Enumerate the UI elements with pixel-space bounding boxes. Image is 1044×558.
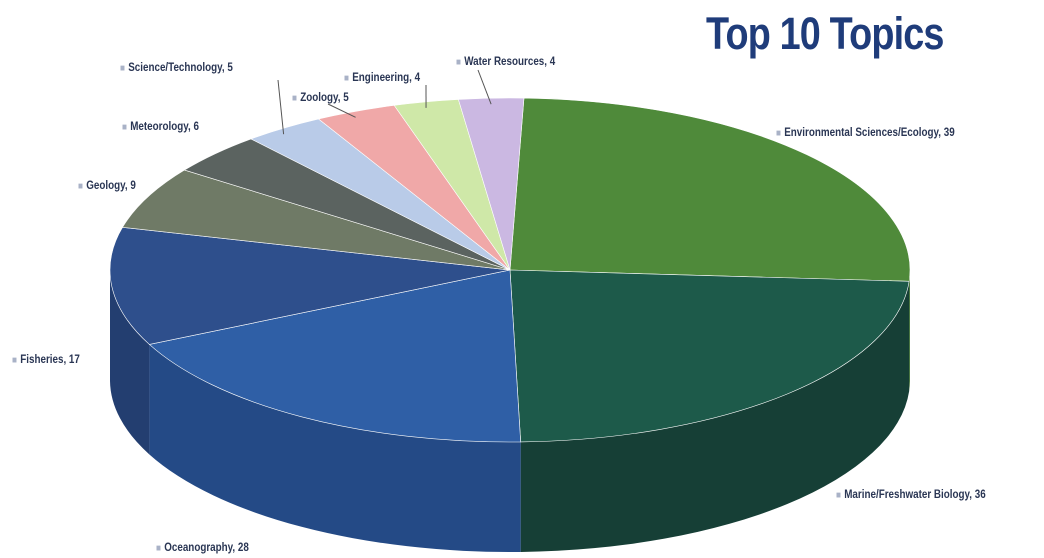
label-bullet: ■: [78, 181, 83, 192]
chart-title: Top 10 Topics: [706, 8, 944, 59]
slice-label-oceanography: ■ Oceanography, 28: [156, 540, 249, 554]
slice-label-engineering: ■ Engineering, 4: [344, 70, 420, 84]
pie-slice-oceanography: [148, 269, 521, 443]
slice-label-text: Zoology, 5: [300, 90, 349, 104]
label-bullet: ■: [292, 93, 297, 104]
slice-label-geology: ■ Geology, 9: [78, 178, 136, 192]
slice-label-meteorology: ■ Meteorology, 6: [122, 119, 199, 133]
slice-label-text: Meteorology, 6: [130, 119, 199, 133]
leader-line-water-resources: [477, 69, 492, 105]
pie-sides: [110, 270, 910, 552]
slice-label-environmental-sciences-ecology: ■ Environmental Sciences/Ecology, 39: [776, 125, 955, 139]
slice-label-marine-freshwater-biology: ■ Marine/Freshwater Biology, 36: [836, 487, 986, 501]
label-bullet: ■: [456, 57, 461, 68]
leader-line-science-technology: [277, 79, 285, 135]
label-bullet: ■: [156, 543, 161, 554]
slice-label-science-technology: ■ Science/Technology, 5: [120, 60, 233, 74]
pie-slice-marine-freshwater-biology: [509, 269, 910, 443]
label-bullet: ■: [120, 63, 125, 74]
slice-label-water-resources: ■ Water Resources, 4: [456, 54, 555, 68]
pie-side-marine-freshwater-biology: [520, 281, 910, 552]
label-bullet: ■: [776, 128, 781, 139]
slice-label-text: Marine/Freshwater Biology, 36: [844, 487, 986, 501]
pie-side-oceanography: [149, 344, 521, 552]
slice-label-fisheries: ■ Fisheries, 17: [12, 352, 80, 366]
slice-label-text: Environmental Sciences/Ecology, 39: [784, 125, 955, 139]
label-bullet: ■: [344, 73, 349, 84]
pie-leaders: [277, 69, 492, 135]
pie-slice-environmental-sciences-ecology: [509, 97, 911, 282]
label-bullet: ■: [12, 355, 17, 366]
pie-side-fisheries: [110, 270, 150, 455]
slice-label-text: Oceanography, 28: [164, 540, 249, 554]
slice-label-zoology: ■ Zoology, 5: [292, 90, 349, 104]
pie-slice-geology: [121, 169, 511, 271]
slice-label-text: Water Resources, 4: [464, 54, 556, 68]
pie-slice-water-resources: [458, 97, 525, 271]
slice-label-text: Science/Technology, 5: [128, 60, 233, 74]
leader-line-zoology: [327, 103, 356, 118]
pie-slice-fisheries: [109, 227, 511, 345]
slice-label-text: Geology, 9: [86, 178, 136, 192]
pie-side-environmental-sciences-ecology: [909, 270, 910, 392]
slice-label-text: Fisheries, 17: [20, 352, 80, 366]
slice-label-text: Engineering, 4: [352, 70, 421, 84]
label-bullet: ■: [836, 490, 841, 501]
label-bullet: ■: [122, 122, 127, 133]
pie-top: [109, 97, 911, 443]
